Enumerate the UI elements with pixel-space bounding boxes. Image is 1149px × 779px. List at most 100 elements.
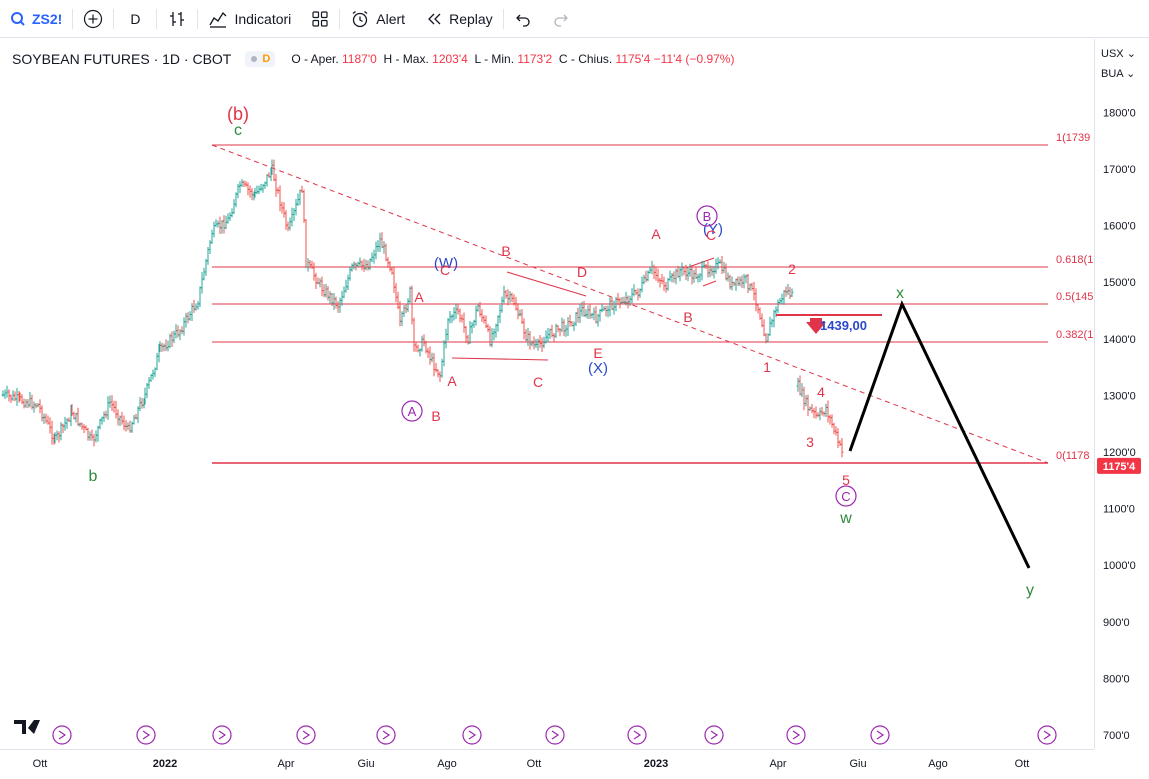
series-title[interactable]: SOYBEAN FUTURES · 1D · CBOT [12, 51, 232, 67]
wave-label: A [414, 289, 424, 305]
time-scale[interactable]: Ott 2022 Apr Giu Ago Ott 2023 Apr Giu Ago Ott [0, 749, 1094, 779]
time-tick-label: 2022 [153, 758, 177, 770]
low-label: L - Min. [474, 52, 515, 66]
alert-button[interactable]: Alert [340, 0, 415, 38]
wave-label: 1 [763, 359, 771, 375]
low-value: 1173'2 [517, 52, 553, 66]
wave-label: 4 [817, 384, 825, 400]
price-tick-label: 1800'0 [1103, 107, 1136, 119]
event-marker-icon [704, 725, 724, 745]
time-tick-label: Ott [527, 758, 542, 770]
wave-label: B [431, 408, 440, 424]
plus-circle-icon [84, 9, 103, 28]
event-marker-icon [212, 725, 232, 745]
indicators-label: Indicatori [234, 10, 292, 27]
price-tick-label: 700'0 [1103, 730, 1130, 742]
redo-button[interactable] [542, 0, 580, 38]
event-arrow-icon [382, 730, 391, 740]
price-chart[interactable]: 1(1739 0.618(1 0.5(145 0.382(1 0(1178 1439,00… [0, 39, 1094, 749]
wave-label: (W) [434, 255, 458, 272]
undo-button[interactable] [504, 0, 542, 38]
price-tick-label: 1500'0 [1103, 277, 1136, 289]
wave-label: (Y) [703, 221, 723, 238]
projection-path [848, 300, 1031, 569]
symbol-label: ZS2! [32, 10, 63, 27]
wave-label: b [89, 468, 98, 485]
event-marker-icon [545, 725, 565, 745]
price-tick-label: 1300'0 [1103, 390, 1136, 402]
time-tick-label: Apr [769, 758, 786, 770]
wave-label: C [706, 227, 716, 243]
event-arrow-icon [468, 730, 477, 740]
wave-label: 2 [788, 261, 796, 277]
divider [502, 8, 504, 29]
redo-icon [554, 14, 568, 27]
event-arrow-icon [633, 730, 642, 740]
fib-level-label: 0(1178 [1056, 450, 1089, 462]
indicators-icon [209, 11, 227, 28]
wave-label: D [577, 264, 587, 280]
compare-button[interactable] [73, 0, 113, 38]
wave-label: B [703, 209, 712, 224]
price-tick-label: 1100'0 [1103, 504, 1135, 516]
time-tick-label: Giu [357, 758, 374, 770]
rewind-icon [428, 13, 441, 24]
price-scale[interactable]: 1800'0 1700'0 1600'0 1500'0 1400'0 1300'0 1200… [1094, 39, 1149, 749]
high-label: H - Max. [383, 52, 429, 66]
search-icon [11, 11, 25, 26]
ohlc-bars [1, 159, 844, 458]
event-marker-icon [462, 725, 482, 745]
symbol-search-button[interactable]: ZS2! [0, 0, 72, 38]
divider [339, 8, 341, 29]
fib-level-label: 0.382(1 [1056, 329, 1093, 341]
event-marker-icon [136, 725, 156, 745]
wave-label: E [593, 345, 602, 361]
price-tick-label: 1700'0 [1103, 164, 1136, 176]
event-arrow-icon [1043, 730, 1052, 740]
dot-icon [251, 56, 258, 62]
event-marker-icon [296, 725, 316, 745]
chart-type-button[interactable] [157, 0, 197, 38]
divider [72, 8, 74, 29]
last-price-label: 1175'4 [1103, 461, 1136, 473]
price-tick-label: 1000'0 [1103, 560, 1136, 572]
horizontal-ray-label: 1439,00 [820, 318, 867, 333]
replay-button[interactable]: Replay [415, 0, 503, 38]
indicators-button[interactable]: Indicatori [198, 0, 301, 38]
time-tick-label: Giu [849, 758, 866, 770]
interval-button[interactable]: D [114, 0, 156, 38]
wave-label: A [408, 404, 417, 419]
price-tick-label: 800'0 [1103, 673, 1130, 685]
unit-selector[interactable]: BUA ⌄ [1101, 67, 1135, 80]
event-arrow-icon [710, 730, 719, 740]
currency-selector[interactable]: USX ⌄ [1101, 47, 1136, 60]
grid-icon [312, 10, 328, 27]
fib-level-label: 1(1739 [1056, 132, 1090, 144]
fib-retracement: 1(1739 0.618(1 0.5(145 0.382(1 0(1178 [212, 132, 1093, 464]
event-marker-icon [376, 725, 396, 745]
currency-label: USX [1101, 48, 1124, 60]
tradingview-logo-icon [14, 720, 40, 734]
wave-label: C [440, 262, 450, 278]
wave-label: B [683, 309, 692, 325]
event-marker-icon [627, 725, 647, 745]
wave-label: C [533, 374, 543, 390]
price-tick-label: 1400'0 [1103, 334, 1136, 346]
chart-pane[interactable]: 1(1739 0.618(1 0.5(145 0.382(1 0(1178 1439,00… [0, 39, 1094, 749]
templates-button[interactable] [301, 0, 339, 38]
event-arrow-icon [551, 730, 560, 740]
data-status-badge[interactable]: D [245, 51, 276, 67]
interval-label: D [130, 10, 141, 27]
wedge-lower-line [702, 280, 717, 287]
wave-label-circle [696, 205, 718, 227]
wave-label: A [651, 226, 661, 242]
event-marker-icon [786, 725, 806, 745]
price-tick-label: 1600'0 [1103, 221, 1136, 233]
triangle-lower-line [451, 357, 549, 361]
event-arrow-icon [792, 730, 801, 740]
replay-label: Replay [449, 10, 493, 27]
price-tick-label: 1200'0 [1103, 447, 1136, 459]
top-toolbar: ZS2! D Indicatori Alert Replay [0, 0, 1149, 38]
wave-label: 3 [806, 434, 814, 450]
fib-level-label: 0.5(145 [1056, 291, 1093, 303]
